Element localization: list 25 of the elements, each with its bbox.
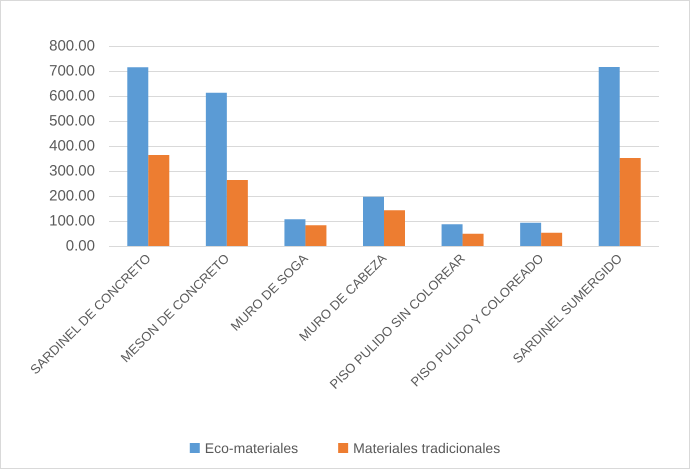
bar (226, 180, 248, 246)
legend-label: Eco-materiales (204, 440, 298, 456)
bar (598, 67, 620, 246)
bar (206, 92, 227, 246)
bar (541, 232, 562, 246)
bar (305, 225, 326, 246)
bar (384, 210, 405, 246)
y-tick-label: 700.00 (49, 62, 95, 80)
bar (127, 67, 148, 246)
bar (520, 222, 542, 246)
legend-label: Materiales tradicionales (353, 440, 500, 456)
y-tick-label: 0.00 (66, 238, 95, 254)
y-tick-label: 400.00 (49, 138, 95, 154)
bar (462, 234, 484, 246)
bar (363, 196, 384, 246)
bar (148, 155, 170, 246)
y-tick-label: 800.00 (49, 38, 95, 54)
y-tick-label: 100.00 (49, 212, 95, 230)
y-tick-label: 600.00 (49, 88, 95, 104)
bar (442, 224, 463, 246)
y-tick-label: 300.00 (49, 162, 95, 180)
y-tick-label: 500.00 (49, 112, 95, 130)
bar (284, 219, 306, 246)
bar (620, 158, 641, 246)
y-tick-label: 200.00 (49, 188, 95, 204)
